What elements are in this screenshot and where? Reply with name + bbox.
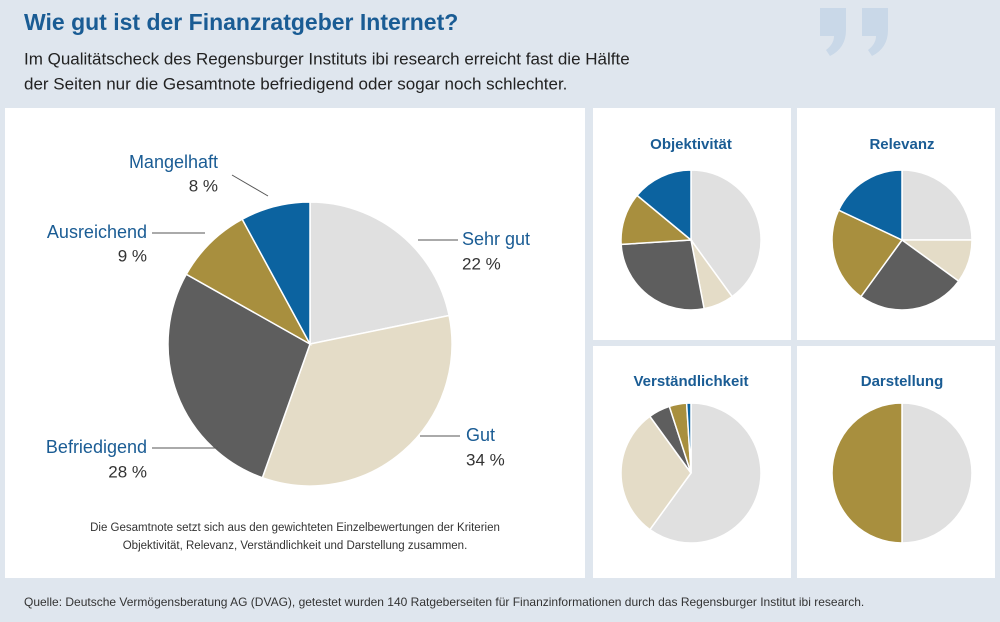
pie-slice xyxy=(648,402,762,544)
value-label: 22 % xyxy=(462,254,501,273)
leader-line xyxy=(231,174,269,197)
pie-slice xyxy=(620,239,705,311)
value-label: 34 % xyxy=(466,450,505,469)
note: Objektivität, Relevanz, Verständlichkeit… xyxy=(123,540,468,552)
pie-title: Verständlichkeit xyxy=(633,373,748,390)
pie-slice xyxy=(620,415,692,531)
pie-slice xyxy=(167,273,311,479)
category-label: Ausreichend xyxy=(47,222,147,242)
pie-title: Relevanz xyxy=(869,136,934,153)
category-label: Mangelhaft xyxy=(129,152,218,172)
pie-slice xyxy=(241,201,311,345)
category-label: Gut xyxy=(466,425,495,445)
title: Wie gut ist der Finanzratgeber Internet? xyxy=(24,9,458,35)
subtitle: Im Qualitätscheck des Regensburger Insti… xyxy=(24,49,630,68)
value-label: 8 % xyxy=(189,176,218,195)
pie-slice xyxy=(636,169,692,242)
pie-slice xyxy=(309,201,450,345)
pie-title: Objektivität xyxy=(650,136,732,153)
pie-slice xyxy=(837,169,903,242)
pie-slice xyxy=(901,402,973,544)
value-label: 28 % xyxy=(108,462,147,481)
value-label: 9 % xyxy=(118,246,147,265)
pie-slice xyxy=(261,314,453,487)
pie-slice xyxy=(685,402,692,474)
category-label: Befriedigend xyxy=(46,437,147,457)
quote-decoration xyxy=(820,8,888,56)
pie-slice xyxy=(185,218,312,346)
pie-slice xyxy=(859,238,960,311)
subtitle: der Seiten nur die Gesamtnote befriedige… xyxy=(24,74,567,93)
note: Die Gesamtnote setzt sich aus den gewich… xyxy=(90,522,500,534)
pie-slice xyxy=(901,169,973,241)
pie-title: Darstellung xyxy=(861,373,944,390)
source: Quelle: Deutsche Vermögensberatung AG (D… xyxy=(24,595,864,609)
pie-slice xyxy=(831,402,903,544)
pie-slice xyxy=(690,169,762,298)
category-label: Sehr gut xyxy=(462,229,530,249)
